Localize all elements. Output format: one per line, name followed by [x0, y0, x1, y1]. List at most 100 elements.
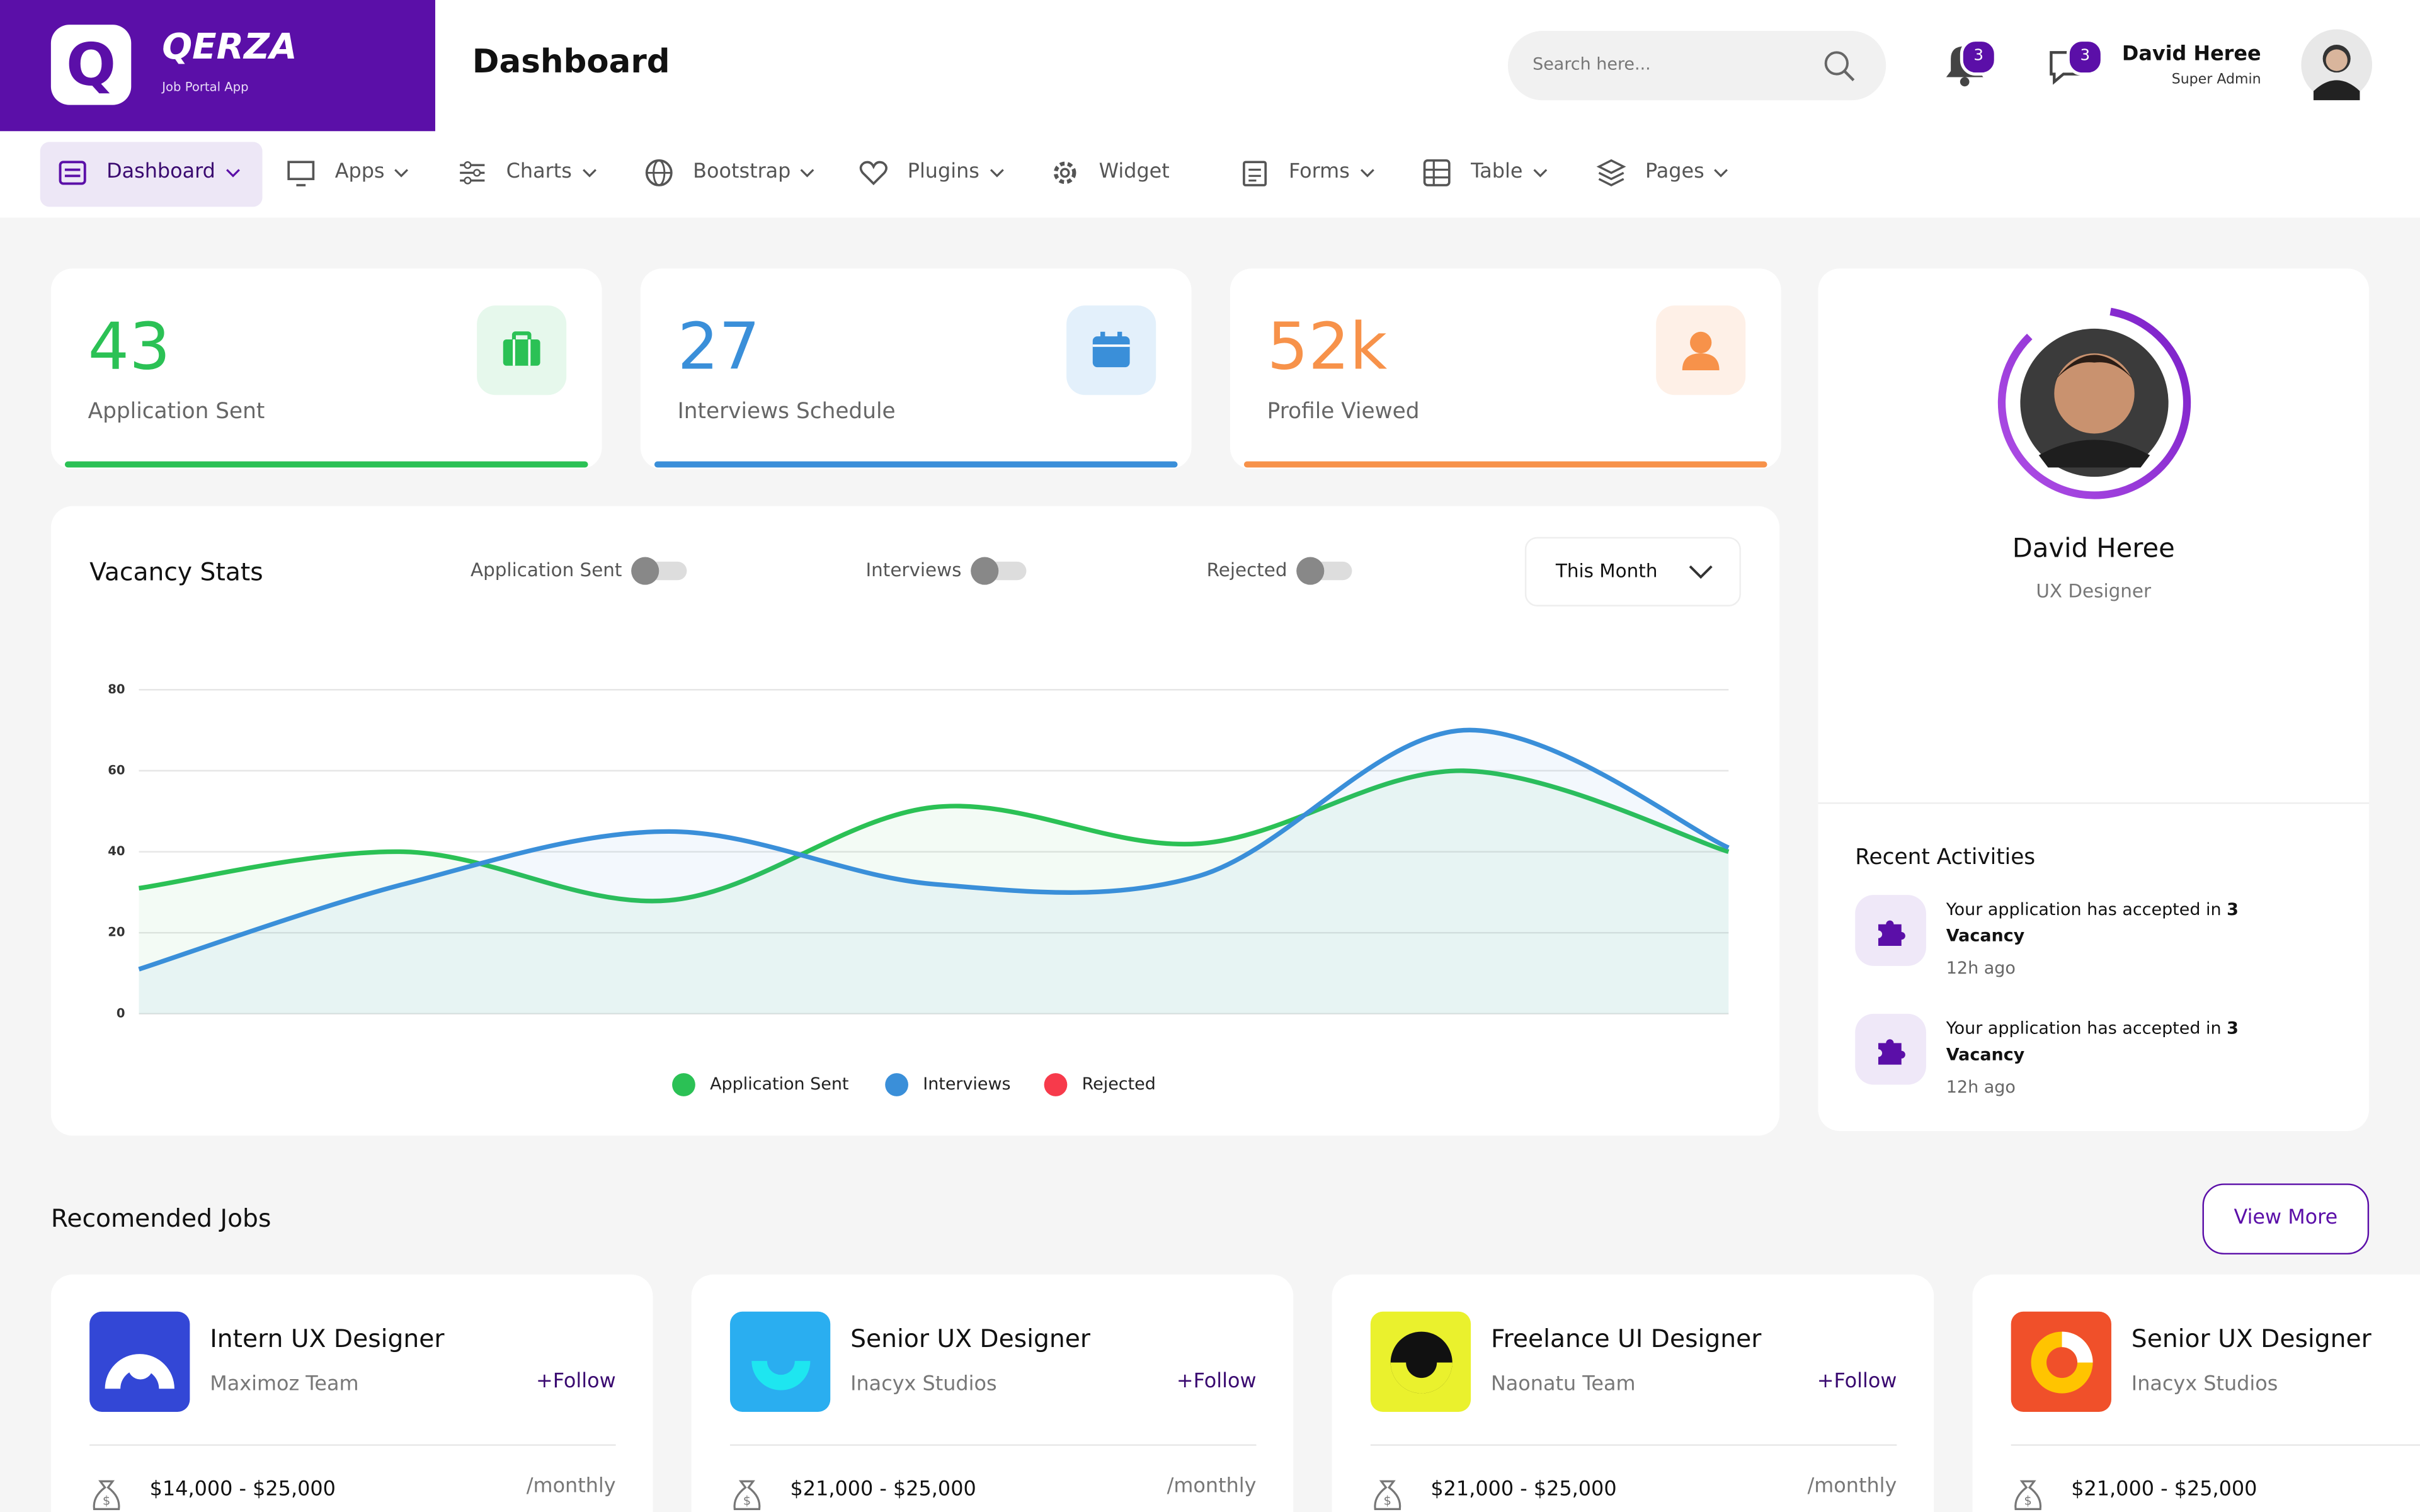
divider — [1818, 802, 2370, 804]
period-select[interactable]: This Month — [1524, 537, 1741, 606]
job-logo — [2031, 1331, 2093, 1394]
user-name: David Heree — [2121, 43, 2261, 67]
job-period: /monthly — [1167, 1475, 1257, 1499]
job-salary: $21,000 - $25,000 — [2071, 1478, 2257, 1502]
stat-bar — [1243, 461, 1767, 468]
chevron — [1532, 169, 1547, 178]
chevron — [581, 169, 596, 178]
nav-item[interactable]: Pages — [1645, 160, 1704, 184]
profile-name: David Heree — [2012, 533, 2175, 565]
salary-icon: $ — [93, 1480, 120, 1510]
activity-text: Your application has accepted in 3 Vacan… — [1946, 1015, 2302, 1067]
job-follow[interactable]: +Follow — [1817, 1370, 1897, 1394]
job-title: Freelance UI Designer — [1490, 1324, 1762, 1353]
nav-item[interactable]: Charts — [506, 160, 572, 184]
job-company: Inacyx Studios — [2131, 1373, 2278, 1397]
job-company: Inacyx Studios — [850, 1373, 997, 1397]
period: This Month — [1555, 560, 1658, 582]
y-tick-label: 80 — [108, 682, 125, 696]
activity-text: Your application has accepted in — [1946, 899, 2227, 920]
job-logo — [1390, 1331, 1453, 1394]
job-period: /monthly — [526, 1475, 616, 1499]
y-tick-label: 20 — [108, 925, 125, 940]
stat-icon — [503, 331, 540, 366]
activities-title: Recent Activities — [1855, 845, 2036, 870]
svg-text:$: $ — [103, 1494, 110, 1508]
stat-icon — [1682, 331, 1720, 371]
stat-bar — [64, 461, 588, 468]
stat-label: Profile Viewed — [1267, 399, 1420, 424]
legend-label: Rejected — [1082, 1074, 1156, 1094]
nav-icon — [859, 161, 888, 186]
job-logo — [105, 1354, 174, 1389]
job-logo — [751, 1361, 811, 1390]
nav-item[interactable]: Dashboard — [106, 160, 215, 184]
svg-text:$: $ — [2024, 1494, 2031, 1508]
chevron — [1689, 565, 1713, 579]
chevron — [989, 169, 1003, 178]
nav-item[interactable]: Apps — [334, 160, 385, 184]
svg-text:$: $ — [743, 1494, 751, 1508]
toggle-knob — [1296, 557, 1325, 585]
badge: 3 — [2066, 38, 2104, 76]
nav-item[interactable]: Widget — [1099, 160, 1170, 184]
search[interactable]: Search here... — [1507, 31, 1886, 101]
activity-icon — [1878, 1039, 1905, 1065]
job-title: Senior UX Designer — [2131, 1324, 2371, 1353]
toggle-knob — [631, 557, 659, 585]
activity-bold: 3 Vacancy — [1946, 1018, 2239, 1065]
job-salary: $14,000 - $25,000 — [149, 1478, 336, 1502]
nav-item[interactable]: Bootstrap — [693, 160, 791, 184]
nav-icon — [1423, 159, 1451, 186]
job-logo-bg — [729, 1311, 831, 1412]
svg-text:$: $ — [1384, 1494, 1391, 1508]
job-follow[interactable]: +Follow — [536, 1370, 616, 1394]
activity-bold: 3 Vacancy — [1946, 899, 2239, 946]
y-tick-label: 40 — [108, 844, 125, 858]
job-card[interactable]: Freelance UI Designer Naonatu Team +Follow… — [1332, 1274, 1934, 1512]
chart-title: Vacancy Stats — [89, 557, 263, 587]
chart-card: Vacancy Stats This Month — [50, 506, 1780, 1136]
brand-tagline: Job Portal App — [162, 80, 249, 94]
nav-item[interactable]: Forms — [1288, 160, 1350, 184]
stat-value: 27 — [677, 309, 760, 385]
activity-time: 12h ago — [1946, 958, 2016, 979]
divider — [89, 1444, 616, 1446]
legend-label: Application Sent — [710, 1074, 848, 1094]
divider — [729, 1444, 1257, 1446]
legend-dot — [885, 1073, 908, 1096]
job-card[interactable]: Senior UX Designer Inacyx Studios +Follow $… — [691, 1274, 1294, 1512]
job-card[interactable]: Intern UX Designer Maximoz Team +Follow $ $1… — [50, 1274, 653, 1512]
avatar[interactable] — [2301, 29, 2373, 101]
toggle-knob — [971, 557, 999, 585]
job-salary: $21,000 - $25,000 — [1430, 1478, 1617, 1502]
search-placeholder: Search here... — [1532, 54, 1651, 74]
toggle-label: Application Sent — [471, 559, 622, 581]
chevron — [801, 169, 815, 178]
line — [139, 768, 1730, 904]
view-more[interactable]: View More — [2202, 1183, 2370, 1255]
activity-text: Your application has accepted in — [1946, 1018, 2227, 1039]
salary-icon: $ — [733, 1480, 761, 1510]
nav-item[interactable]: Plugins — [907, 160, 979, 184]
y-tick-label: 0 — [117, 1006, 125, 1020]
job-salary: $21,000 - $25,000 — [790, 1478, 976, 1502]
nav-item[interactable]: Table — [1471, 160, 1523, 184]
profile-role: UX Designer — [2036, 580, 2152, 602]
chevron — [1359, 169, 1374, 178]
brand[interactable]: Q QERZA Job Portal App — [0, 0, 435, 132]
job-title: Senior UX Designer — [850, 1324, 1091, 1353]
job-follow[interactable]: +Follow — [1176, 1370, 1257, 1394]
chevron — [1714, 169, 1728, 178]
y-tick-label: 60 — [108, 763, 125, 777]
stat-card: 27 Interviews Schedule — [640, 268, 1192, 469]
salary-icon: $ — [2014, 1480, 2042, 1510]
stat-card: 43 Application Sent — [50, 268, 602, 469]
legend-dot — [1044, 1073, 1068, 1096]
stat-value: 43 — [88, 309, 171, 385]
legend-label: Interviews — [923, 1074, 1010, 1094]
brand-name: QERZA — [162, 28, 297, 68]
stat-bar — [654, 461, 1178, 468]
